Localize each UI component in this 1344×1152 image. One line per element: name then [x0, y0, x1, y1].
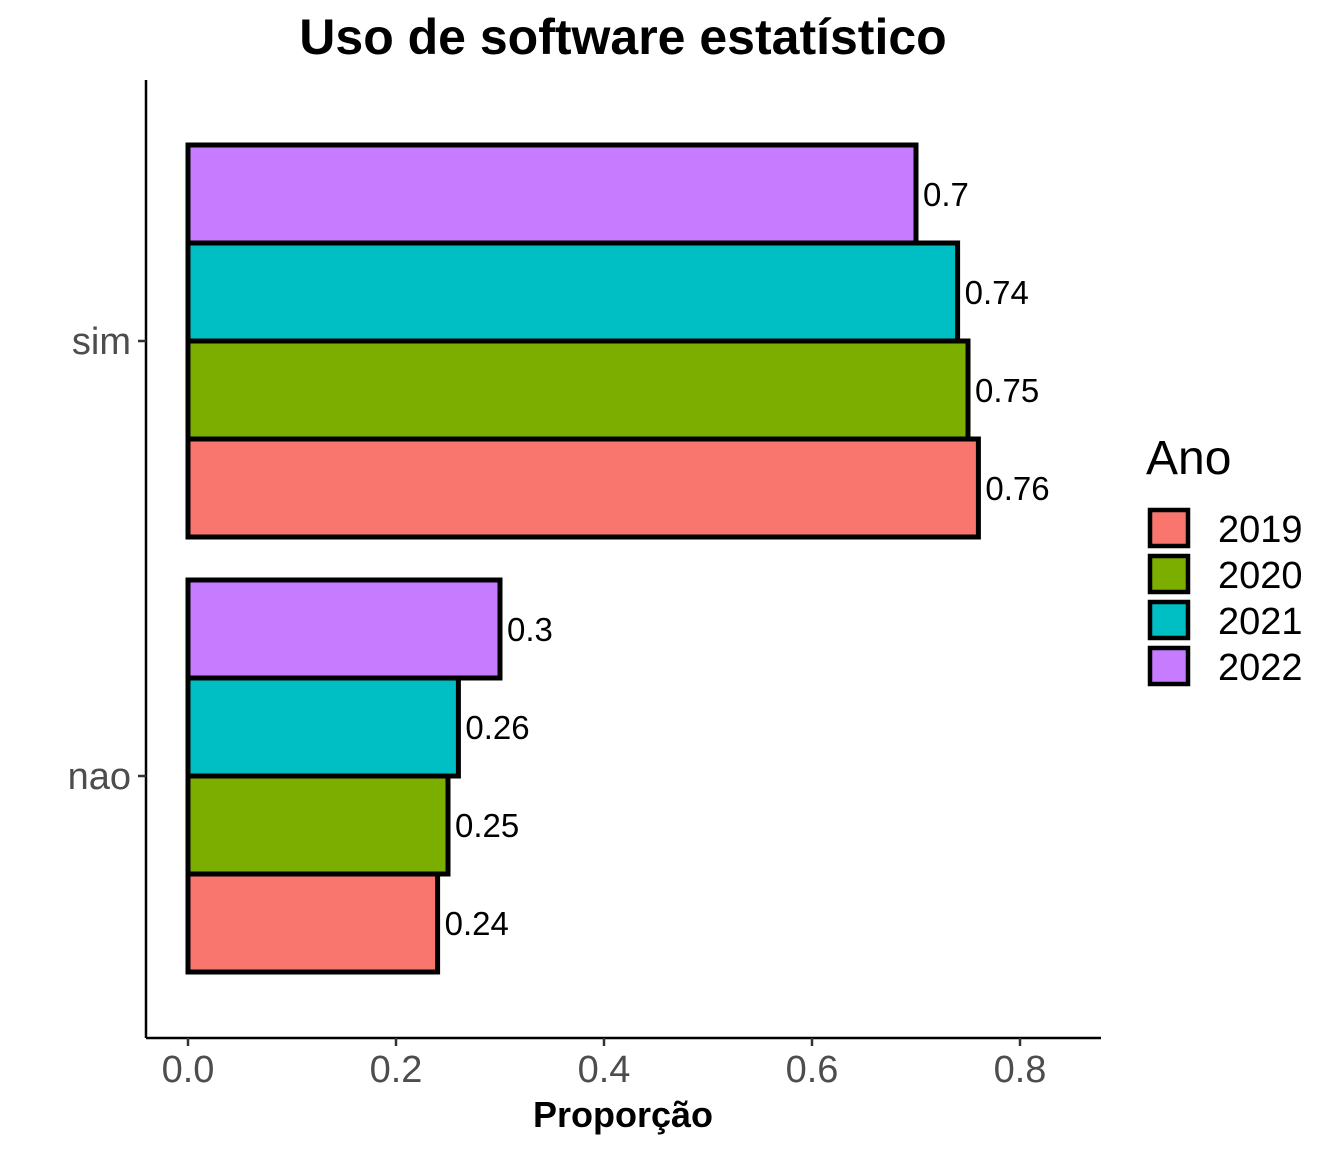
- x-tick-label: 0.2: [370, 1049, 423, 1091]
- data-label-sim-2021: 0.74: [965, 274, 1029, 311]
- bar-nao-2021: [185, 675, 461, 779]
- bar-sim-2020: [185, 338, 971, 442]
- legend-key-2019: [1147, 507, 1191, 549]
- legend-label-2022: 2022: [1218, 647, 1303, 689]
- x-axis-ticks: 0.0 0.2 0.4 0.6 0.8: [162, 1038, 1047, 1091]
- legend-key-2020: [1147, 553, 1191, 595]
- legend-key-2021: [1147, 599, 1191, 641]
- x-tick-label: 0.4: [578, 1049, 631, 1091]
- y-tick-label-nao: nao: [68, 756, 131, 798]
- bar-nao-2020: [185, 773, 451, 877]
- legend-label-2019: 2019: [1218, 509, 1303, 551]
- data-label-nao-2020: 0.25: [455, 807, 519, 844]
- x-tick-label: 0.0: [162, 1049, 215, 1091]
- chart-title: Uso de software estatístico: [299, 9, 946, 65]
- bar-sim-2022: [185, 142, 919, 246]
- data-label-nao-2022: 0.3: [507, 611, 553, 648]
- data-label-nao-2021: 0.26: [465, 709, 529, 746]
- data-label-sim-2019: 0.76: [985, 470, 1049, 507]
- x-tick-label: 0.8: [994, 1049, 1047, 1091]
- legend-key-2022: [1147, 645, 1191, 687]
- bar-sim-2021: [185, 240, 961, 344]
- data-label-nao-2019: 0.24: [445, 905, 509, 942]
- bar-sim-2019: [185, 436, 981, 540]
- x-tick-label: 0.6: [786, 1049, 839, 1091]
- data-label-sim-2022: 0.7: [923, 176, 969, 213]
- legend-label-2020: 2020: [1218, 555, 1303, 597]
- y-tick-label-sim: sim: [72, 321, 131, 363]
- bar-nao-2022: [185, 577, 503, 681]
- plot-area: 0.24 0.25 0.26 0.3 0.76 0.75 0.74 0.7: [185, 142, 1050, 975]
- legend-title: Ano: [1146, 432, 1231, 485]
- data-label-sim-2020: 0.75: [975, 372, 1039, 409]
- bar-nao-2019: [185, 871, 441, 975]
- legend-label-2021: 2021: [1218, 601, 1303, 643]
- x-axis-title: Proporção: [533, 1094, 713, 1135]
- y-axis-ticks: nao sim: [68, 321, 146, 798]
